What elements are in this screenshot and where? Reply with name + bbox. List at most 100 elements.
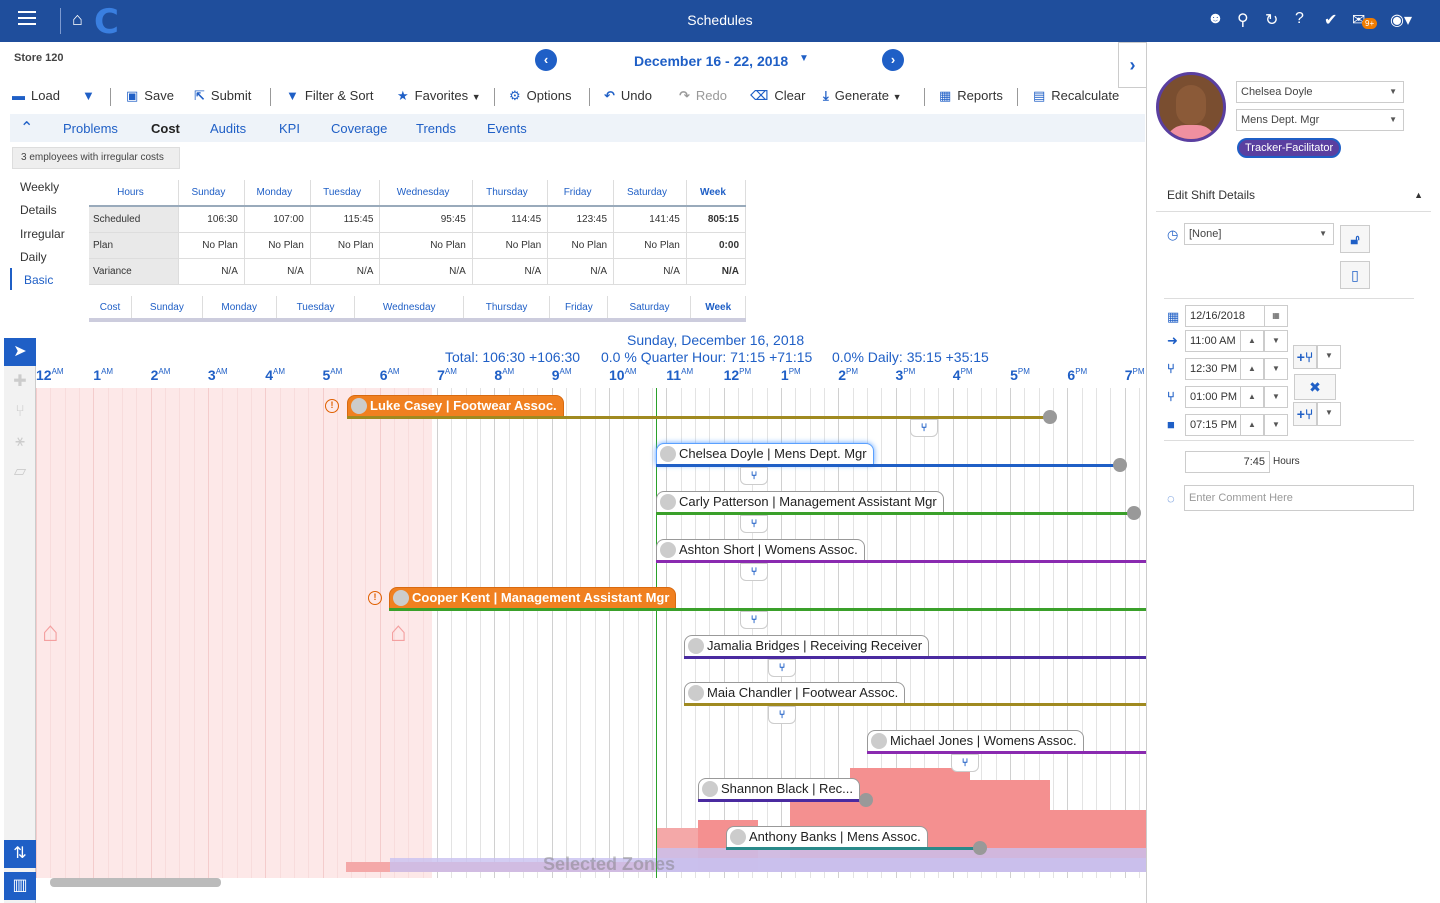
irregular-costs-notice[interactable]: 3 employees with irregular costs [12,147,180,169]
tasks-icon[interactable]: ✔ [1324,12,1338,29]
add-break-button[interactable]: +⑂ [1293,402,1317,426]
add-shift-tool-icon[interactable]: ✚ [13,373,27,390]
shift-bar[interactable] [684,656,1146,659]
activity-select[interactable]: [None] ▼ [1184,223,1334,245]
collapse-panel-button[interactable]: › [1118,42,1146,88]
shift-label[interactable]: Michael Jones | Womens Assoc. [867,730,1084,752]
sidenav-daily[interactable]: Daily [20,250,47,264]
edit-shift-header[interactable]: Edit Shift Details ▲ [1156,178,1431,212]
shift-end-handle[interactable] [1043,410,1057,424]
end-down-icon[interactable]: ▼ [1264,414,1288,436]
tab-events[interactable]: Events [487,121,527,136]
employee-select[interactable]: Chelsea Doyle ▼ [1236,81,1404,103]
team-icon[interactable]: ☻ [1207,10,1224,27]
undo-button[interactable]: ↶ Undo [604,88,652,103]
shift-label[interactable]: Carly Patterson | Management Assistant M… [656,491,944,513]
shift-date-field[interactable]: 12/16/2018 [1185,305,1265,327]
user-menu-icon[interactable]: ◉▾ [1390,12,1412,29]
next-week-button[interactable]: › [882,49,904,71]
shift-label[interactable]: Anthony Banks | Mens Assoc. [726,826,928,848]
shift-label[interactable]: Shannon Black | Rec... [698,778,861,800]
sort-icon[interactable]: ⇅ [4,840,36,868]
split-tool-icon[interactable]: ⚹ [15,433,25,450]
meal-end-up-icon[interactable]: ▲ [1240,386,1264,408]
meal-break-icon[interactable]: ⑂ [910,419,938,437]
search-icon[interactable]: ⚲ [1237,12,1249,29]
shift-end-handle[interactable] [1127,506,1141,520]
meal-start-down-icon[interactable]: ▼ [1264,358,1288,380]
end-time-field[interactable]: 07:15 PM [1185,414,1241,436]
meal-break-icon[interactable]: ⑂ [740,467,768,485]
collapse-chevron-icon[interactable]: ⌃ [20,120,34,137]
tab-cost[interactable]: Cost [151,121,180,136]
shift-bar[interactable] [726,847,980,850]
tab-audits[interactable]: Audits [210,121,247,136]
meal-start-up-icon[interactable]: ▲ [1240,358,1264,380]
meal-break-icon[interactable]: ⑂ [740,515,768,533]
load-button[interactable]: ▬ Load [12,88,60,103]
shift-label[interactable]: Cooper Kent | Management Assistant Mgr [389,587,677,609]
options-button[interactable]: ⚙ Options [509,88,572,103]
shift-bar[interactable] [684,703,1146,706]
tab-problems[interactable]: Problems [63,121,118,136]
shift-label[interactable]: Jamalia Bridges | Receiving Receiver [684,635,930,657]
meal-end-field[interactable]: 01:00 PM [1185,386,1241,408]
warning-icon[interactable]: ! [368,591,382,605]
meal-break-icon[interactable]: ⑂ [768,659,796,677]
eraser-tool-icon[interactable]: ▱ [13,463,27,480]
submit-button[interactable]: ⇱ Submit [194,88,252,103]
warning-icon[interactable]: ! [325,399,339,413]
unlock-button[interactable]: 🔓︎ [1340,225,1370,253]
filter-sort-button[interactable]: ▼ Filter & Sort [286,88,374,103]
shift-label[interactable]: Luke Casey | Footwear Assoc. [347,395,564,417]
load-dropdown-icon[interactable]: ▼ [82,88,95,103]
date-picker-icon[interactable]: ▦ [1264,305,1288,327]
role-select[interactable]: Mens Dept. Mgr ▼ [1236,109,1404,131]
tab-trends[interactable]: Trends [416,121,456,136]
mobile-button[interactable]: ▯ [1340,261,1370,289]
menu-icon[interactable] [18,11,36,25]
meal-break-icon[interactable]: ⑂ [740,611,768,629]
shift-end-handle[interactable] [859,793,873,807]
shift-label[interactable]: Chelsea Doyle | Mens Dept. Mgr [656,443,874,465]
meal-start-field[interactable]: 12:30 PM [1185,358,1241,380]
shift-end-handle[interactable] [973,841,987,855]
start-time-field[interactable]: 11:00 AM [1185,330,1241,352]
gantt-date[interactable]: Sunday, December 16, 2018 [627,332,805,348]
generate-button[interactable]: ⤓ Generate ▼ [823,88,902,103]
home-icon[interactable]: ⌂ [72,9,83,29]
sidenav-details[interactable]: Details [20,203,57,217]
start-down-icon[interactable]: ▼ [1264,330,1288,352]
recalculate-button[interactable]: ▤ Recalculate [1033,88,1120,103]
meal-break-icon[interactable]: ⑂ [951,754,979,772]
week-range[interactable]: December 16 - 22, 2018 [634,53,789,69]
add-break-dropdown-icon[interactable]: ▼ [1317,402,1341,426]
favorites-button[interactable]: ★ Favorites ▼ [397,88,481,103]
save-button[interactable]: ▣ Save [126,88,174,103]
week-dropdown-icon[interactable]: ▼ [799,53,809,64]
meal-break-icon[interactable]: ⑂ [768,706,796,724]
tab-coverage[interactable]: Coverage [331,121,388,136]
shift-label[interactable]: Ashton Short | Womens Assoc. [656,539,865,561]
meal-tool-icon[interactable]: ⑂ [15,403,25,420]
shift-end-handle[interactable] [1113,458,1127,472]
shift-bar[interactable] [389,608,1146,611]
sidenav-irregular[interactable]: Irregular [20,227,65,241]
shift-bar[interactable] [656,560,1146,563]
schedule-gantt[interactable]: Sunday, December 16, 2018 Total: 106:30 … [0,330,1146,903]
shift-bar[interactable] [867,751,1146,754]
start-up-icon[interactable]: ▲ [1240,330,1264,352]
horizontal-scrollbar[interactable] [50,878,221,887]
delete-break-button[interactable]: ✖ [1294,374,1336,400]
help-icon[interactable]: ? [1295,10,1304,27]
shift-bar[interactable] [656,464,1120,467]
shift-bar[interactable] [656,512,1134,515]
meal-break-icon[interactable]: ⑂ [740,563,768,581]
add-break-button[interactable]: +⑂ [1293,345,1317,369]
clear-button[interactable]: ⌫ Clear [750,88,806,103]
shift-bar[interactable] [698,799,866,802]
shift-label[interactable]: Maia Chandler | Footwear Assoc. [684,682,906,704]
redo-button[interactable]: ↷ Redo [679,88,727,103]
prev-week-button[interactable]: ‹ [535,49,557,71]
comment-input[interactable]: Enter Comment Here [1184,485,1414,511]
